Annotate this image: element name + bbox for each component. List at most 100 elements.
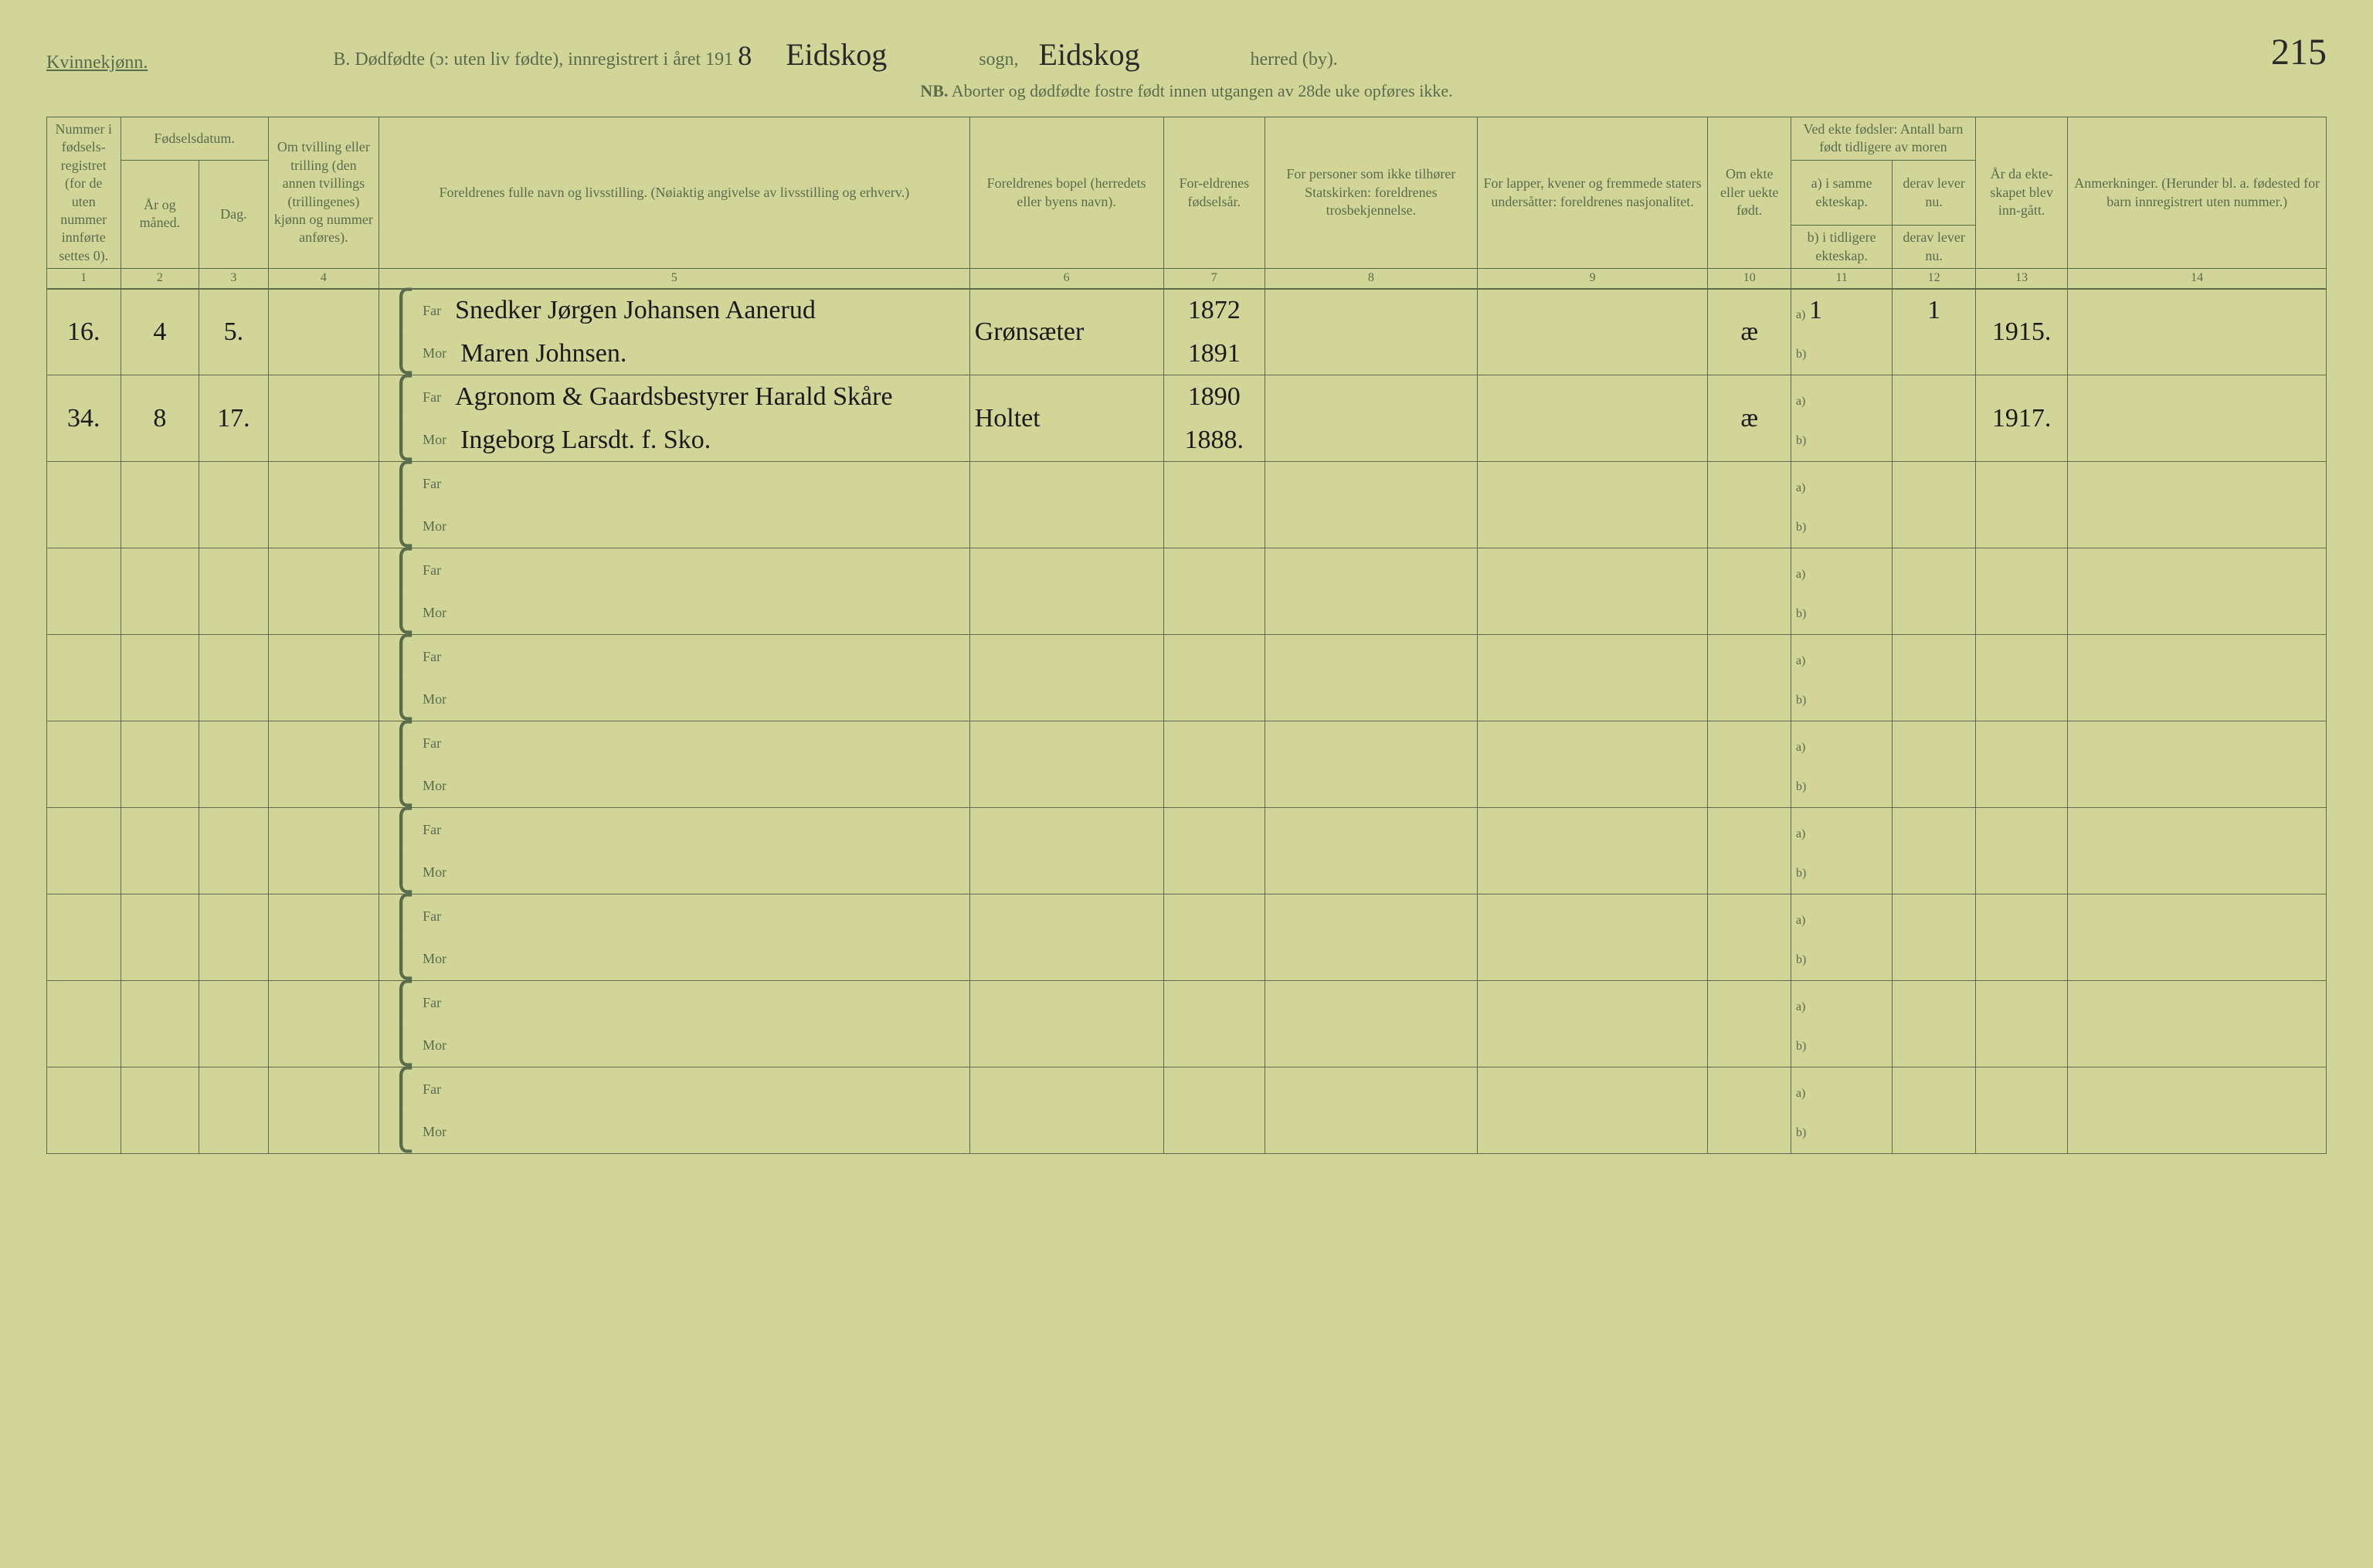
cell-twin <box>268 808 379 894</box>
cell-11a: a) <box>1791 894 1892 938</box>
cell-11b: b) <box>1791 419 1892 462</box>
cell-12b <box>1893 592 1976 635</box>
col-5-header: Foreldrenes fulle navn og livsstilling. … <box>379 117 970 269</box>
cell-tro <box>1265 548 1477 635</box>
cell-month: 8 <box>121 375 199 462</box>
cell-11a: a) <box>1791 981 1892 1024</box>
herred-value: Eidskog <box>1039 36 1193 73</box>
page-number: 215 <box>2271 31 2327 73</box>
cell-11b: b) <box>1791 938 1892 981</box>
cell-month <box>121 548 199 635</box>
cell-day <box>199 1067 269 1154</box>
colnum-1: 1 <box>47 269 121 289</box>
col-23-top: Fødselsdatum. <box>121 117 268 161</box>
cell-anm <box>2068 1067 2327 1154</box>
cell-11b: b) <box>1791 1024 1892 1067</box>
col-9-header: For lapper, kvener og fremmede staters u… <box>1477 117 1708 269</box>
year-handwritten: 8 <box>738 40 752 71</box>
cell-mor: ⎩ Mor <box>379 592 970 635</box>
col-12a-header: derav lever nu. <box>1893 160 1976 226</box>
gender-label: Kvinnekjønn. <box>46 53 148 73</box>
cell-11a: a) <box>1791 375 1892 419</box>
cell-ekteskap-year <box>1975 462 2067 548</box>
cell-ekteskap-year <box>1975 808 2067 894</box>
cell-month <box>121 894 199 981</box>
herred-label: herred (by). <box>1251 49 1338 70</box>
cell-tro <box>1265 375 1477 462</box>
cell-mor-year: 1891 <box>1163 332 1265 375</box>
cell-bopel <box>969 981 1163 1067</box>
colnum-7: 7 <box>1163 269 1265 289</box>
cell-ekte <box>1708 721 1791 808</box>
cell-mor-year <box>1163 851 1265 894</box>
cell-anm <box>2068 808 2327 894</box>
cell-nasj <box>1477 289 1708 375</box>
cell-twin <box>268 721 379 808</box>
cell-month <box>121 1067 199 1154</box>
col-4-header: Om tvilling eller trilling (den annen tv… <box>268 117 379 269</box>
cell-num <box>47 981 121 1067</box>
colnum-6: 6 <box>969 269 1163 289</box>
cell-tro <box>1265 894 1477 981</box>
cell-ekteskap-year <box>1975 635 2067 721</box>
cell-month <box>121 981 199 1067</box>
cell-12b <box>1893 851 1976 894</box>
cell-mor-year <box>1163 505 1265 548</box>
cell-bopel <box>969 894 1163 981</box>
cell-far-year <box>1163 894 1265 938</box>
cell-ekte <box>1708 548 1791 635</box>
cell-ekte <box>1708 894 1791 981</box>
cell-tro <box>1265 635 1477 721</box>
cell-12b <box>1893 765 1976 808</box>
cell-12b <box>1893 505 1976 548</box>
sogn-label: sogn, <box>979 49 1018 70</box>
col-10-header: Om ekte eller uekte født. <box>1708 117 1791 269</box>
cell-num: 16. <box>47 289 121 375</box>
cell-nasj <box>1477 894 1708 981</box>
cell-11a: a) <box>1791 635 1892 678</box>
cell-12a <box>1893 721 1976 765</box>
cell-num <box>47 635 121 721</box>
cell-month <box>121 635 199 721</box>
cell-11b: b) <box>1791 678 1892 721</box>
col-8-header: For personer som ikke tilhører Statskirk… <box>1265 117 1477 269</box>
cell-ekte <box>1708 1067 1791 1154</box>
cell-nasj <box>1477 375 1708 462</box>
cell-11b: b) <box>1791 592 1892 635</box>
colnum-9: 9 <box>1477 269 1708 289</box>
cell-12a <box>1893 1067 1976 1111</box>
colnum-12: 12 <box>1893 269 1976 289</box>
cell-twin <box>268 981 379 1067</box>
cell-far: ⎧ Far Snedker Jørgen Johansen Aanerud <box>379 289 970 332</box>
cell-twin <box>268 289 379 375</box>
cell-num <box>47 808 121 894</box>
cell-month: 4 <box>121 289 199 375</box>
colnum-11: 11 <box>1791 269 1892 289</box>
cell-11a: a) <box>1791 1067 1892 1111</box>
cell-12a <box>1893 981 1976 1024</box>
nb-prefix: NB. <box>920 81 948 100</box>
cell-month <box>121 808 199 894</box>
cell-12b <box>1893 1024 1976 1067</box>
cell-12b <box>1893 332 1976 375</box>
cell-ekte <box>1708 808 1791 894</box>
cell-anm <box>2068 981 2327 1067</box>
sogn-value: Eidskog <box>786 36 940 73</box>
cell-nasj <box>1477 1067 1708 1154</box>
cell-tro <box>1265 289 1477 375</box>
cell-ekteskap-year <box>1975 894 2067 981</box>
cell-bopel: Grønsæter <box>969 289 1163 375</box>
cell-11a: a) <box>1791 808 1892 851</box>
cell-day <box>199 635 269 721</box>
col-11b-header: b) i tidligere ekteskap. <box>1791 226 1892 269</box>
cell-anm <box>2068 375 2327 462</box>
cell-num: 34. <box>47 375 121 462</box>
cell-12b <box>1893 938 1976 981</box>
cell-mor: ⎩ Mor <box>379 505 970 548</box>
cell-mor-year <box>1163 765 1265 808</box>
col-7-header: For-eldrenes fødselsår. <box>1163 117 1265 269</box>
nb-line: NB. Aborter og dødfødte fostre født inne… <box>46 81 2327 101</box>
cell-bopel <box>969 721 1163 808</box>
cell-12b <box>1893 678 1976 721</box>
title-text: B. Dødfødte (ɔ: uten liv fødte), innregi… <box>333 36 1337 73</box>
